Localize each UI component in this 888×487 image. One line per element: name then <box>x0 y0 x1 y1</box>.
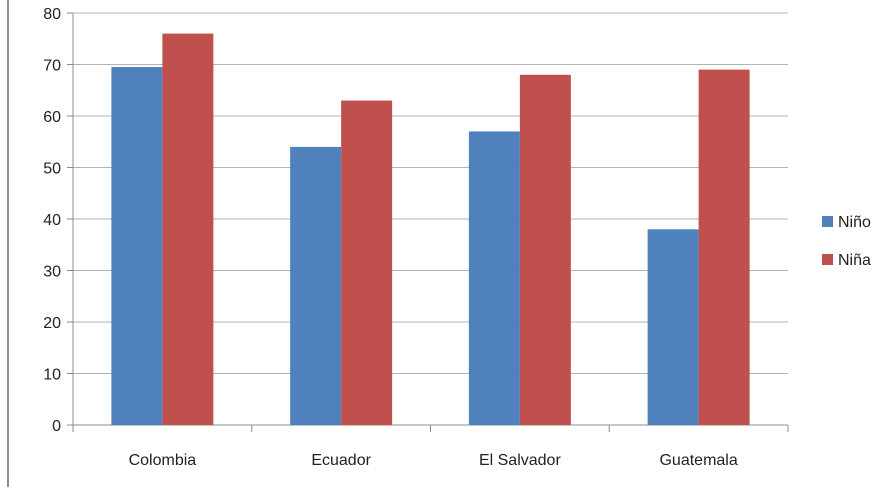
x-tick-label: Guatemala <box>659 452 737 469</box>
x-tick-label: El Salvador <box>479 452 561 469</box>
bar-nino <box>468 131 520 425</box>
bar-nino <box>111 67 163 425</box>
y-tick-label: 70 <box>43 58 61 75</box>
bar-nina <box>341 100 393 426</box>
bar-nina <box>698 69 750 426</box>
frame-border <box>7 0 9 487</box>
y-tick-label: 80 <box>43 6 61 23</box>
y-tick-label: 10 <box>43 367 61 384</box>
bar-nina <box>162 33 214 425</box>
bar-nina <box>519 74 571 426</box>
y-tick-label: 30 <box>43 264 61 281</box>
y-tick-label: 0 <box>52 418 61 435</box>
x-tick-label: Colombia <box>129 452 197 469</box>
y-tick-label: 40 <box>43 212 61 229</box>
y-tick-label: 60 <box>43 109 61 126</box>
y-tick-label: 20 <box>43 315 61 332</box>
legend-swatch <box>822 216 833 227</box>
legend-swatch <box>822 254 833 265</box>
bar-nino <box>647 229 699 425</box>
y-tick-label: 50 <box>43 161 61 178</box>
bar-nino <box>290 146 342 425</box>
x-tick-label: Ecuador <box>311 452 371 469</box>
legend-label: Niña <box>838 252 871 269</box>
legend-label: Niño <box>838 214 871 231</box>
